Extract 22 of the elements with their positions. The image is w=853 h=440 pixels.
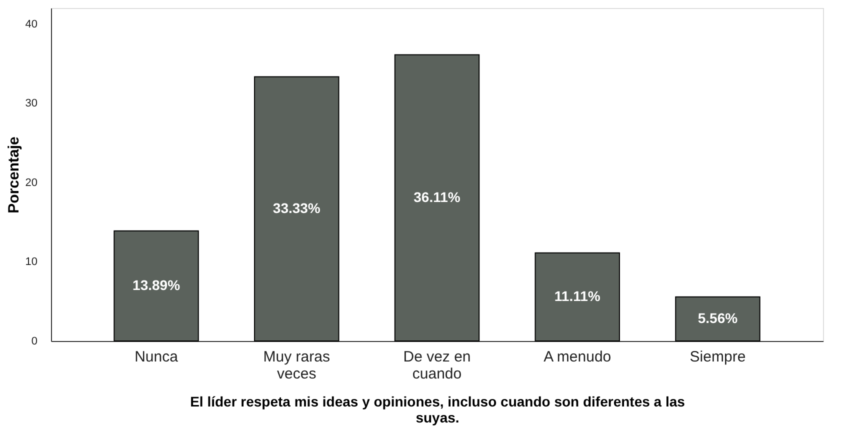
y-tick-label: 40 bbox=[25, 18, 38, 30]
y-axis-title: Porcentaje bbox=[5, 136, 22, 214]
x-tick-label: A menudo bbox=[544, 348, 612, 366]
y-tick-label: 30 bbox=[25, 98, 38, 110]
data-label: 36.11% bbox=[414, 188, 461, 205]
y-tick-label: 0 bbox=[31, 336, 38, 348]
x-tick-label: Siempre bbox=[690, 348, 746, 366]
bar bbox=[534, 252, 620, 342]
data-label: 5.56% bbox=[698, 310, 738, 326]
x-tick-label: De vez en cuando bbox=[403, 348, 471, 382]
y-tick-label: 20 bbox=[25, 176, 38, 189]
bar bbox=[114, 230, 199, 342]
data-label: 13.89% bbox=[132, 276, 181, 293]
x-axis-title: El líder respeta mis ideas y opiniones, incluso cuando son diferentes a las suyas. bbox=[190, 394, 686, 426]
x-tick-label: Nunca bbox=[134, 348, 179, 366]
bar bbox=[254, 76, 340, 342]
bar bbox=[394, 54, 480, 342]
data-label: 33.33% bbox=[272, 200, 321, 216]
y-tick-label: 10 bbox=[25, 256, 38, 268]
x-tick-label: Muy raras veces bbox=[263, 348, 330, 382]
data-label: 11.11% bbox=[554, 288, 601, 304]
bar bbox=[675, 296, 760, 342]
